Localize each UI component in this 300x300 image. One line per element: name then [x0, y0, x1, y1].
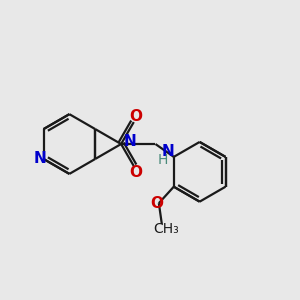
Text: H: H — [157, 153, 168, 167]
Text: O: O — [150, 196, 163, 211]
Text: O: O — [129, 165, 142, 180]
Text: CH₃: CH₃ — [153, 222, 179, 236]
Text: N: N — [124, 134, 136, 149]
Text: N: N — [162, 144, 175, 159]
Text: N: N — [34, 152, 46, 166]
Text: O: O — [129, 109, 142, 124]
